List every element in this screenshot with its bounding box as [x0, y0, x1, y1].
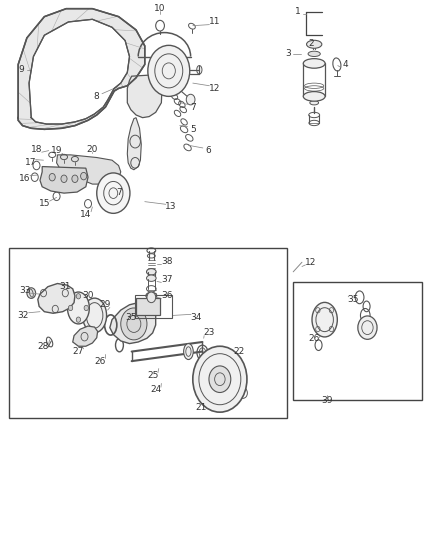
- Text: 37: 37: [161, 275, 173, 284]
- Text: 23: 23: [204, 328, 215, 337]
- Text: 35: 35: [348, 295, 359, 304]
- Bar: [135, 295, 172, 318]
- Circle shape: [193, 346, 247, 412]
- Text: 20: 20: [87, 145, 98, 154]
- Bar: [10, 248, 287, 418]
- Text: 6: 6: [205, 146, 211, 155]
- Circle shape: [358, 316, 377, 340]
- Circle shape: [49, 173, 55, 181]
- Text: 19: 19: [51, 146, 62, 155]
- Text: 35: 35: [125, 312, 137, 321]
- Circle shape: [76, 317, 81, 322]
- Text: 31: 31: [60, 282, 71, 291]
- Text: 13: 13: [165, 203, 177, 212]
- Polygon shape: [57, 155, 121, 184]
- Text: 4: 4: [343, 60, 349, 69]
- Circle shape: [84, 305, 88, 311]
- Text: 25: 25: [147, 371, 158, 380]
- Text: 15: 15: [39, 199, 50, 208]
- Text: 9: 9: [19, 66, 25, 74]
- Ellipse shape: [303, 59, 325, 68]
- Ellipse shape: [147, 275, 156, 281]
- Text: 32: 32: [18, 311, 29, 320]
- Text: 12: 12: [209, 84, 220, 93]
- Ellipse shape: [146, 292, 157, 299]
- Text: 17: 17: [25, 158, 36, 167]
- Circle shape: [186, 94, 195, 105]
- Text: 10: 10: [154, 4, 166, 13]
- Ellipse shape: [310, 101, 318, 105]
- Circle shape: [81, 172, 87, 180]
- Bar: [293, 282, 422, 400]
- Ellipse shape: [312, 302, 337, 337]
- Text: 5: 5: [190, 125, 196, 134]
- Circle shape: [147, 292, 155, 303]
- Text: 29: 29: [99, 300, 110, 309]
- Polygon shape: [127, 75, 162, 118]
- Circle shape: [207, 397, 218, 410]
- Text: 39: 39: [321, 396, 333, 405]
- Circle shape: [148, 45, 190, 96]
- Circle shape: [68, 305, 73, 311]
- Ellipse shape: [82, 298, 106, 333]
- Text: 33: 33: [19, 286, 31, 295]
- Text: 27: 27: [73, 347, 84, 356]
- Ellipse shape: [67, 292, 89, 324]
- Text: 1: 1: [295, 7, 300, 16]
- Ellipse shape: [303, 92, 325, 101]
- Polygon shape: [18, 9, 145, 130]
- Circle shape: [121, 308, 147, 340]
- Text: 24: 24: [150, 385, 161, 394]
- Circle shape: [61, 175, 67, 182]
- Ellipse shape: [184, 344, 193, 360]
- Text: 3: 3: [285, 50, 291, 58]
- Text: 22: 22: [233, 347, 244, 356]
- Bar: [136, 298, 160, 316]
- Text: 30: 30: [82, 291, 94, 300]
- Text: 7: 7: [190, 102, 196, 111]
- Ellipse shape: [307, 41, 322, 49]
- Text: 28: 28: [38, 342, 49, 351]
- Text: 7: 7: [117, 188, 122, 197]
- Ellipse shape: [308, 51, 320, 56]
- Text: 16: 16: [19, 174, 31, 183]
- Text: 36: 36: [161, 291, 173, 300]
- Text: 8: 8: [94, 92, 99, 101]
- Circle shape: [27, 288, 35, 298]
- Text: 11: 11: [209, 18, 220, 27]
- Ellipse shape: [147, 269, 156, 275]
- Polygon shape: [38, 284, 75, 313]
- Circle shape: [209, 366, 231, 392]
- Text: 26: 26: [308, 334, 320, 343]
- Circle shape: [76, 294, 81, 299]
- Text: 14: 14: [80, 210, 92, 219]
- Polygon shape: [110, 303, 155, 344]
- Text: 21: 21: [195, 403, 206, 412]
- Circle shape: [97, 173, 130, 213]
- Text: 18: 18: [31, 145, 42, 154]
- Polygon shape: [127, 118, 141, 169]
- Polygon shape: [40, 166, 88, 193]
- Text: 26: 26: [95, 357, 106, 366]
- Text: 38: 38: [161, 257, 173, 265]
- Circle shape: [72, 175, 78, 182]
- Text: 12: 12: [305, 258, 316, 266]
- Polygon shape: [73, 326, 98, 346]
- Text: 34: 34: [191, 312, 202, 321]
- Text: 2: 2: [309, 39, 314, 48]
